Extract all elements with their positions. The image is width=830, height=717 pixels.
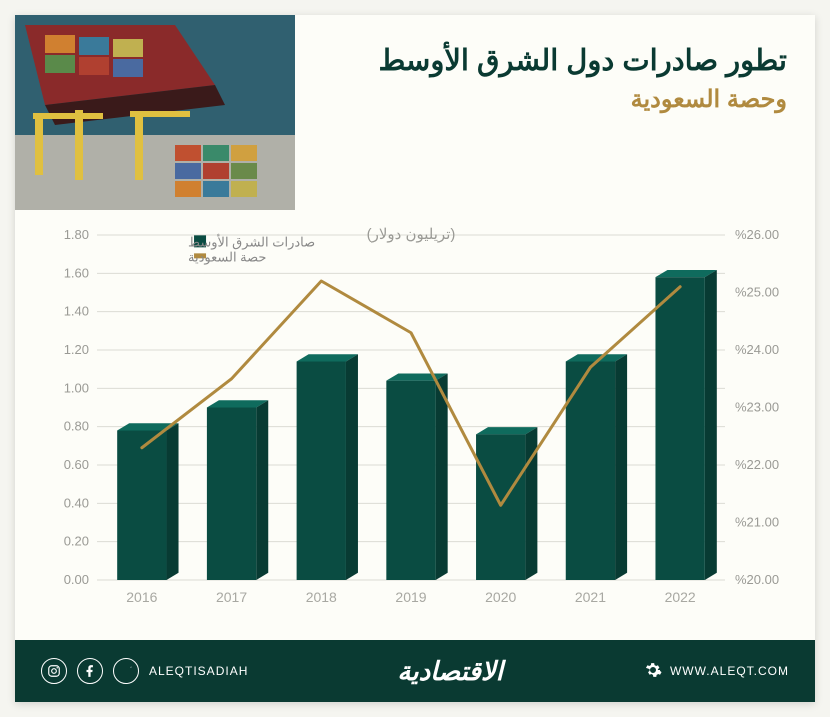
footer-handle: ALEQTISADIAH <box>149 664 248 678</box>
footer-site: WWW.ALEQT.COM <box>644 661 789 682</box>
svg-text:1.80: 1.80 <box>64 227 89 242</box>
facebook-icon <box>77 658 103 684</box>
svg-text:صادرات الشرق الأوسط: صادرات الشرق الأوسط <box>188 233 315 250</box>
instagram-icon <box>41 658 67 684</box>
svg-text:2019: 2019 <box>395 589 426 605</box>
svg-text:%23.00: %23.00 <box>735 400 779 415</box>
svg-text:%25.00: %25.00 <box>735 285 779 300</box>
hero-image <box>15 15 295 210</box>
svg-text:0.20: 0.20 <box>64 534 89 549</box>
footer: ALEQTISADIAH الاقتصادية WWW.ALEQT.COM <box>15 640 815 702</box>
card: تطور صادرات دول الشرق الأوسط وحصة السعود… <box>15 15 815 702</box>
svg-text:2017: 2017 <box>216 589 247 605</box>
svg-text:2022: 2022 <box>665 589 696 605</box>
svg-text:%24.00: %24.00 <box>735 342 779 357</box>
titles: تطور صادرات دول الشرق الأوسط وحصة السعود… <box>379 43 788 114</box>
svg-text:1.60: 1.60 <box>64 265 89 280</box>
svg-text:1.40: 1.40 <box>64 304 89 319</box>
svg-text:2016: 2016 <box>126 589 157 605</box>
title-sub: وحصة السعودية <box>379 85 788 114</box>
svg-text:1.00: 1.00 <box>64 380 89 395</box>
svg-text:حصة السعودية: حصة السعودية <box>188 249 266 265</box>
svg-text:2018: 2018 <box>306 589 337 605</box>
svg-text:%22.00: %22.00 <box>735 457 779 472</box>
twitter-icon <box>113 658 139 684</box>
svg-text:1.20: 1.20 <box>64 342 89 357</box>
svg-text:0.60: 0.60 <box>64 457 89 472</box>
svg-text:0.80: 0.80 <box>64 419 89 434</box>
svg-text:0.40: 0.40 <box>64 495 89 510</box>
svg-text:0.00: 0.00 <box>64 572 89 587</box>
svg-text:%21.00: %21.00 <box>735 515 779 530</box>
footer-social: ALEQTISADIAH <box>41 658 256 684</box>
svg-text:2021: 2021 <box>575 589 606 605</box>
svg-text:(تريليون دولار): (تريليون دولار) <box>367 226 456 243</box>
footer-brand: الاقتصادية <box>397 656 503 687</box>
svg-text:%26.00: %26.00 <box>735 227 779 242</box>
footer-url: WWW.ALEQT.COM <box>670 664 789 678</box>
svg-text:%20.00: %20.00 <box>735 572 779 587</box>
title-main: تطور صادرات دول الشرق الأوسط <box>379 43 788 81</box>
chart: 0.00 0.20 0.40 0.60 0.80 1.00 1.20 1.40 1.60 1.80… <box>43 225 787 622</box>
gear-icon <box>644 661 662 682</box>
svg-text:2020: 2020 <box>485 589 516 605</box>
